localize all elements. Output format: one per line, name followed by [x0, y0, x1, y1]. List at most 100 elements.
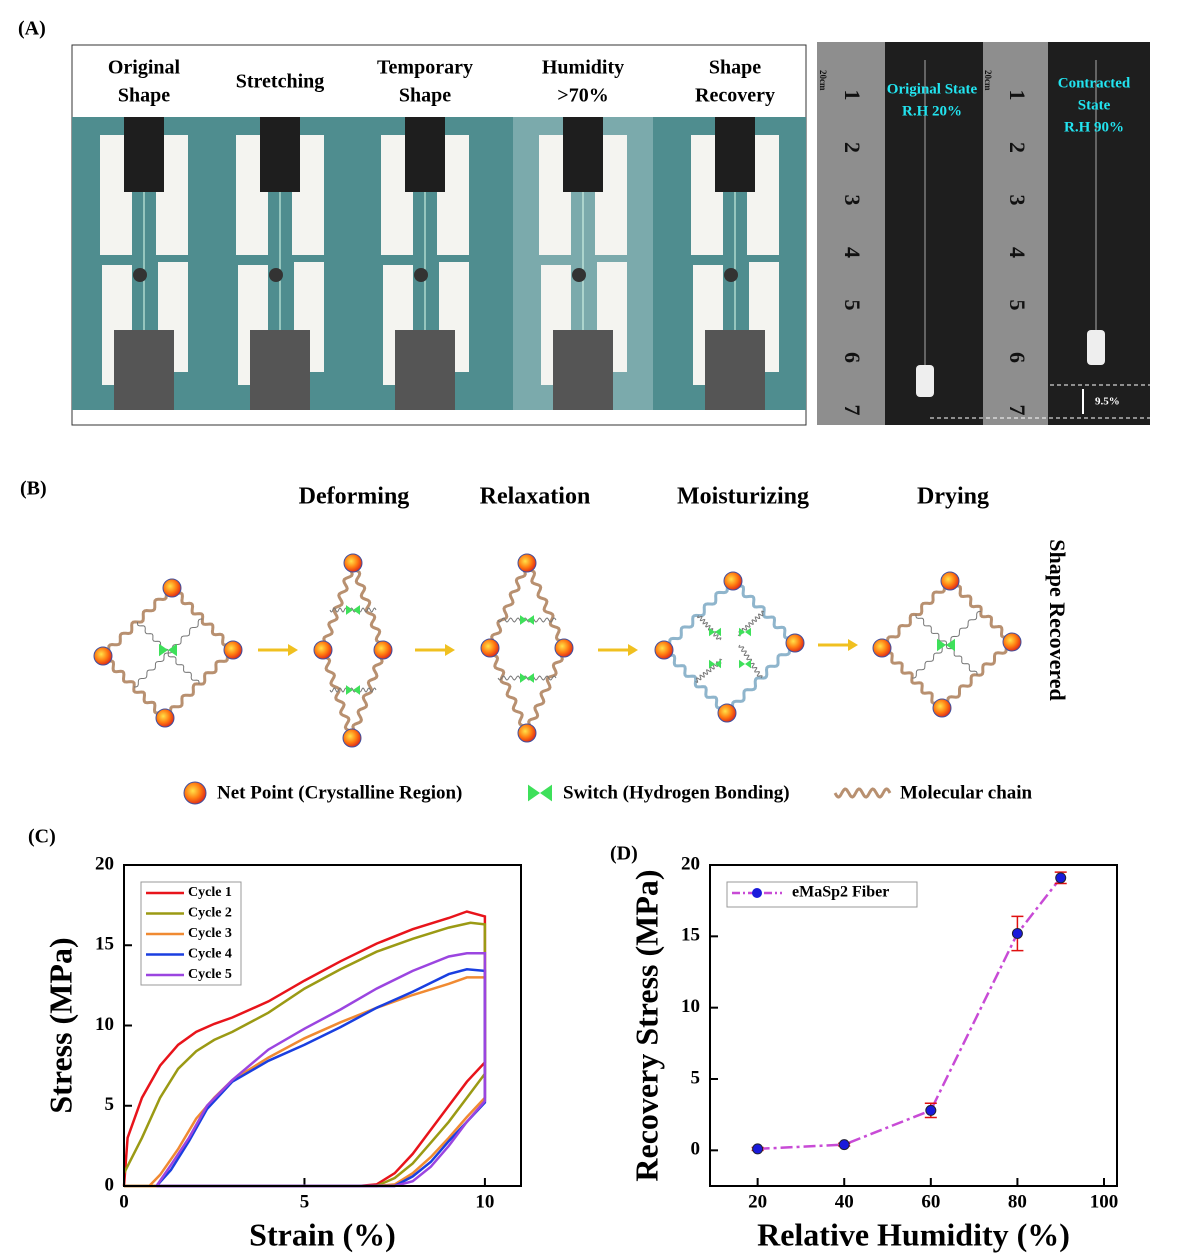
dot [414, 268, 428, 282]
marker [925, 1104, 937, 1116]
net-point [554, 638, 574, 658]
net-point [723, 571, 743, 591]
x-tick-label: 80 [1008, 1191, 1027, 1212]
chain [697, 615, 722, 641]
net-point [343, 553, 363, 573]
side-label: Shape Recovered [1045, 539, 1070, 701]
panel-label: (A) [18, 18, 46, 40]
column-label: Original [108, 57, 181, 79]
ruler [983, 42, 1048, 425]
marker [838, 1139, 850, 1151]
state-label: Original State [887, 81, 978, 97]
chain [322, 561, 354, 652]
stage-label: Drying [917, 484, 989, 510]
chain [351, 648, 384, 740]
switch [709, 627, 721, 637]
net-point [872, 638, 892, 658]
y-tick-label: 5 [691, 1067, 701, 1088]
ruler-unit: 20cm [983, 70, 993, 91]
legend-text: eMaSp2 Fiber [792, 884, 889, 901]
chain [133, 618, 203, 688]
panel-label: (B) [20, 478, 47, 500]
state-label: R.H 90% [1064, 119, 1124, 135]
dot [133, 268, 147, 282]
column-label: Recovery [695, 85, 775, 107]
x-tick-label: 60 [921, 1191, 940, 1212]
net-point [223, 640, 243, 660]
clamp [114, 330, 174, 410]
y-axis-label: Stress (MPa) [42, 937, 78, 1113]
clamp [563, 117, 603, 192]
legend-text: Net Point (Crystalline Region) [217, 782, 462, 803]
dot [269, 268, 283, 282]
arrow-head [628, 644, 638, 656]
ruler-mark: 7 [1005, 405, 1030, 416]
net-point [183, 781, 207, 805]
clamp [705, 330, 765, 410]
y-axis-label: Recovery Stress (MPa) [628, 869, 664, 1181]
switch [739, 627, 751, 637]
x-tick-label: 10 [475, 1191, 494, 1212]
chain [524, 562, 567, 649]
ruler [817, 42, 885, 425]
y-tick-label: 0 [105, 1174, 115, 1195]
panel-label: (C) [28, 826, 56, 848]
ruler-mark: 2 [1005, 142, 1030, 153]
net-point [517, 553, 537, 573]
net-point [517, 723, 537, 743]
column-label: Humidity [542, 57, 624, 79]
switch [739, 659, 751, 669]
chain [489, 561, 528, 650]
net-point [342, 728, 362, 748]
series-line [155, 952, 487, 1188]
dot [572, 268, 586, 282]
arrow-head [288, 644, 298, 656]
ruler-mark: 3 [1005, 195, 1030, 206]
x-tick-label: 0 [119, 1191, 129, 1212]
x-axis-label: Relative Humidity (%) [757, 1216, 1070, 1252]
ruler-mark: 6 [1005, 352, 1030, 363]
switch [709, 659, 721, 669]
clamp [553, 330, 613, 410]
dot [724, 268, 738, 282]
marker [1011, 927, 1023, 939]
net-point [932, 698, 952, 718]
arrow-head [848, 639, 858, 651]
legend-text: Cycle 1 [188, 885, 232, 900]
x-tick-label: 100 [1090, 1191, 1119, 1212]
clamp [405, 117, 445, 192]
y-tick-label: 15 [95, 934, 114, 955]
column-label: Shape [118, 85, 170, 107]
column-label: Temporary [377, 57, 473, 79]
legend-text: Cycle 5 [188, 967, 232, 982]
net-point [1002, 632, 1022, 652]
y-tick-label: 10 [95, 1014, 114, 1035]
legend-text: Cycle 4 [188, 947, 232, 962]
legend-marker [752, 888, 762, 898]
weight [1087, 330, 1105, 365]
ruler-mark: 1 [840, 90, 865, 101]
net-point [480, 638, 500, 658]
state-label: State [1078, 97, 1111, 113]
clamp [260, 117, 300, 192]
y-tick-label: 10 [681, 996, 700, 1017]
legend-text: Switch (Hydrogen Bonding) [563, 782, 790, 803]
chain [487, 647, 530, 734]
clamp [124, 117, 164, 192]
ruler-mark: 2 [840, 142, 865, 153]
series-line [155, 968, 487, 1188]
y-tick-label: 20 [95, 853, 114, 874]
x-axis-label: Strain (%) [249, 1216, 396, 1252]
ruler-mark: 5 [840, 300, 865, 311]
clamp [395, 330, 455, 410]
clamp [250, 330, 310, 410]
ruler-mark: 1 [1005, 90, 1030, 101]
stage-label: Moisturizing [677, 484, 809, 510]
column-label: Shape [709, 57, 761, 79]
switch [528, 784, 552, 802]
chain [833, 787, 892, 799]
ruler-mark: 5 [1005, 300, 1030, 311]
ruler-mark: 4 [840, 247, 865, 258]
marker [752, 1143, 764, 1155]
series-line [757, 877, 1062, 1151]
